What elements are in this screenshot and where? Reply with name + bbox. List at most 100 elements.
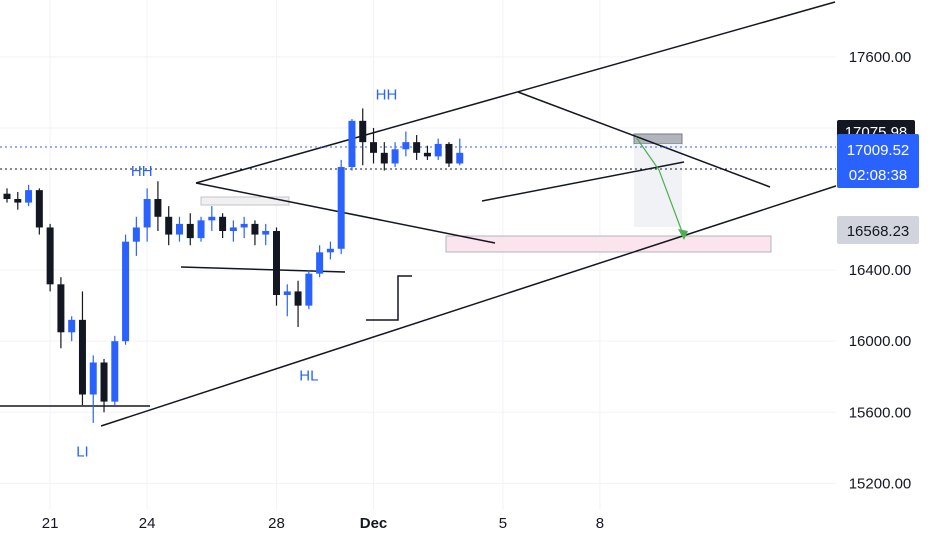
candle-37 — [402, 131, 409, 156]
candle-15 — [165, 206, 172, 245]
candle-8 — [90, 355, 97, 423]
candle-body — [338, 167, 345, 249]
target-price-text: 16568.23 — [847, 223, 910, 240]
candle-19 — [208, 206, 215, 231]
candle-body — [424, 153, 431, 157]
candle-1 — [14, 192, 21, 210]
candles — [4, 108, 464, 423]
trendlines — [0, 2, 845, 426]
candle-24 — [262, 224, 269, 245]
candle-body — [219, 217, 226, 231]
wedge-upper-line — [196, 183, 495, 243]
time-tick-label-2: 28 — [268, 515, 285, 532]
candle-body — [176, 224, 183, 235]
candle-3 — [36, 188, 43, 234]
price-tick-label-2: 16400.00 — [849, 262, 912, 279]
candle-body — [241, 224, 248, 228]
candle-body — [327, 249, 334, 253]
candle-7 — [79, 291, 86, 405]
candle-body — [198, 220, 205, 238]
candle-body — [456, 153, 463, 164]
price-tick-label-3: 16000.00 — [849, 333, 912, 350]
candle-body — [295, 291, 302, 305]
candle-9 — [101, 359, 108, 412]
time-axis: 21 24 28 Dec 5 8 — [0, 510, 836, 550]
candle-31 — [338, 160, 345, 254]
countdown-text: 02:08:38 — [849, 167, 907, 184]
time-tick-label-3: Dec — [360, 515, 388, 532]
candle-23 — [251, 220, 258, 245]
candle-body — [36, 190, 43, 227]
price-axis: 17600.0017200.0016400.0016000.0015600.00… — [836, 0, 932, 550]
candle-42 — [456, 139, 463, 166]
candle-14 — [154, 181, 161, 231]
time-axis-bg — [0, 510, 836, 550]
candle-17 — [187, 213, 194, 245]
candle-12 — [133, 217, 140, 256]
candle-body — [79, 320, 86, 395]
candle-body — [262, 231, 269, 235]
annotation-li-3: LI — [76, 444, 89, 461]
candle-body — [284, 291, 291, 295]
candle-11 — [122, 235, 129, 345]
time-tick-label-1: 24 — [139, 515, 156, 532]
candle-29 — [316, 245, 323, 277]
candle-body — [208, 217, 215, 221]
candle-6 — [68, 316, 75, 341]
candle-27 — [295, 281, 302, 327]
candle-body — [305, 274, 312, 306]
current-price-text: 17009.52 — [847, 142, 910, 159]
candle-30 — [327, 242, 334, 260]
candle-10 — [111, 336, 118, 405]
candle-2 — [25, 185, 32, 206]
candle-body — [273, 231, 280, 295]
candle-16 — [176, 217, 183, 242]
candle-21 — [230, 220, 237, 241]
candle-22 — [241, 217, 248, 238]
candle-body — [316, 252, 323, 273]
candle-body — [402, 142, 409, 149]
annotation-hl-2: HL — [299, 367, 318, 384]
hl-bracket — [366, 276, 412, 320]
candle-4 — [47, 224, 54, 292]
candle-26 — [284, 284, 291, 316]
price-tags: 17075.98 17009.52 02:08:38 16568.23 — [837, 120, 919, 244]
time-tick-label-0: 21 — [42, 515, 59, 532]
candle-28 — [305, 270, 312, 309]
candle-body — [68, 320, 75, 332]
candle-body — [381, 153, 388, 164]
candle-body — [348, 121, 355, 167]
candle-18 — [198, 217, 205, 242]
candle-body — [101, 363, 108, 402]
candle-body — [14, 199, 21, 203]
candle-39 — [424, 146, 431, 160]
candle-25 — [273, 227, 280, 305]
candle-body — [230, 227, 237, 231]
candle-20 — [219, 213, 226, 238]
candle-41 — [445, 142, 452, 167]
time-tick-label-5: 8 — [596, 515, 604, 532]
candle-38 — [413, 135, 420, 160]
demand-zone — [446, 236, 771, 252]
candle-body — [57, 284, 64, 332]
candle-body — [90, 363, 97, 395]
channel-upper-line — [196, 2, 835, 183]
projection-zone — [634, 144, 682, 227]
candle-36 — [392, 142, 399, 167]
candle-body — [4, 194, 11, 199]
price-tick-label-0: 17600.00 — [849, 49, 912, 66]
candle-body — [251, 224, 258, 235]
annotation-hh-1: HH — [376, 87, 398, 104]
candle-body — [165, 217, 172, 235]
candle-13 — [144, 188, 151, 241]
candle-body — [187, 224, 194, 238]
annotation-hh-0: HH — [131, 163, 153, 180]
candle-body — [144, 199, 151, 227]
candle-body — [392, 149, 399, 163]
candle-body — [413, 142, 420, 153]
candle-body — [47, 227, 54, 284]
candle-body — [122, 242, 129, 342]
candle-body — [133, 227, 140, 241]
candle-body — [25, 190, 32, 202]
